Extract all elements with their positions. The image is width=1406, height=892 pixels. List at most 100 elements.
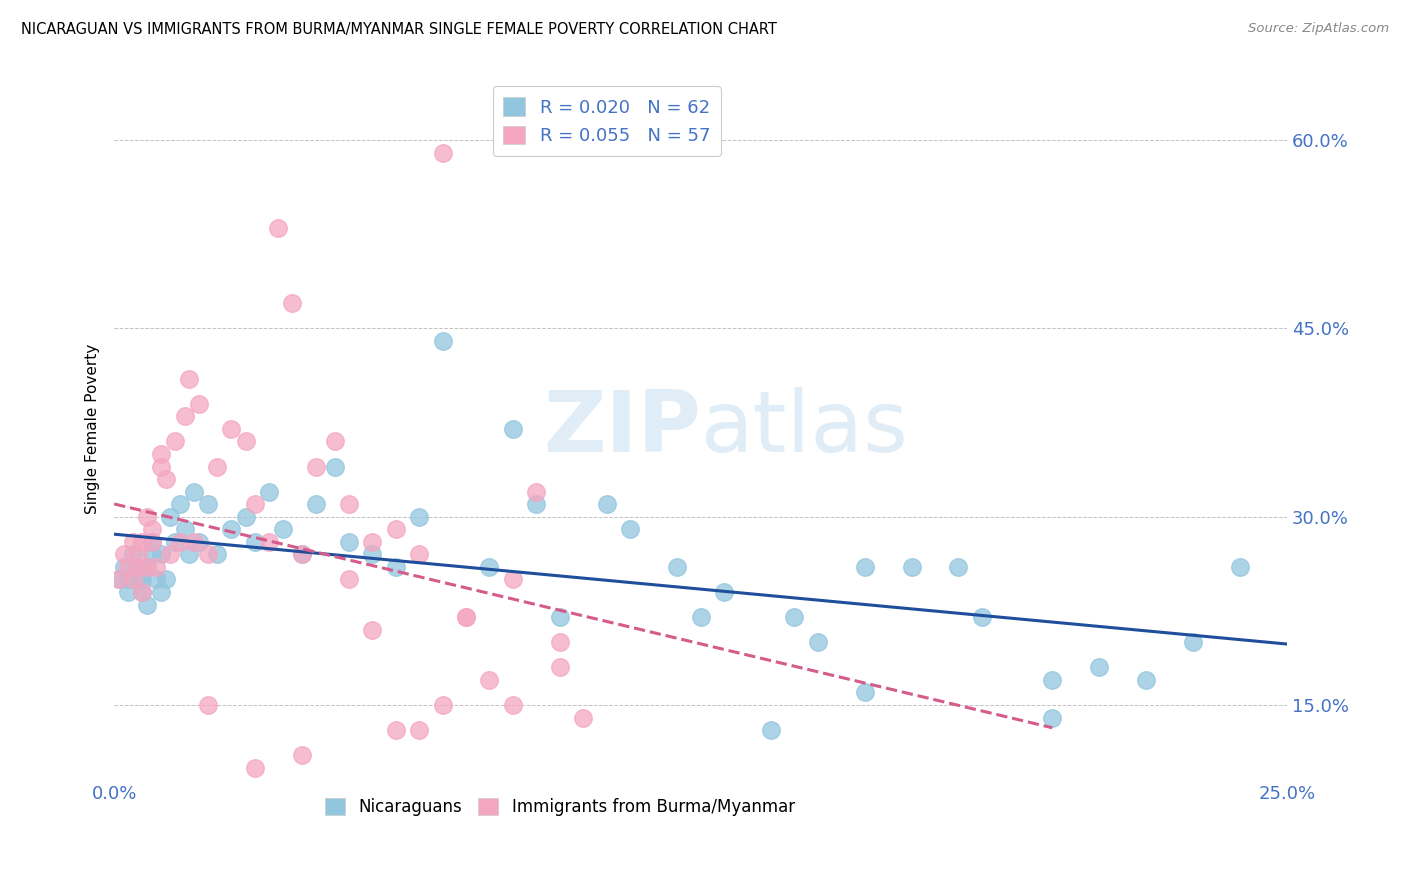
Point: [159, 509, 181, 524]
Text: NICARAGUAN VS IMMIGRANTS FROM BURMA/MYANMAR SINGLE FEMALE POVERTY CORRELATION CH: NICARAGUAN VS IMMIGRANTS FROM BURMA/MYAN…: [21, 22, 778, 37]
Point: [524, 497, 547, 511]
Point: [281, 296, 304, 310]
Point: [108, 573, 131, 587]
Point: [619, 522, 641, 536]
Point: [127, 560, 149, 574]
Point: [197, 548, 219, 562]
Point: [323, 459, 346, 474]
Point: [291, 548, 314, 562]
Text: Source: ZipAtlas.com: Source: ZipAtlas.com: [1249, 22, 1389, 36]
Point: [122, 534, 145, 549]
Point: [478, 673, 501, 687]
Point: [117, 573, 139, 587]
Legend: Nicaraguans, Immigrants from Burma/Myanmar: Nicaraguans, Immigrants from Burma/Myanm…: [316, 789, 803, 825]
Point: [432, 145, 454, 160]
Point: [1040, 673, 1063, 687]
Point: [337, 573, 360, 587]
Point: [524, 484, 547, 499]
Point: [243, 497, 266, 511]
Point: [197, 497, 219, 511]
Point: [323, 434, 346, 449]
Point: [131, 585, 153, 599]
Point: [127, 573, 149, 587]
Point: [141, 534, 163, 549]
Point: [141, 534, 163, 549]
Point: [187, 397, 209, 411]
Point: [713, 585, 735, 599]
Point: [361, 548, 384, 562]
Point: [1040, 710, 1063, 724]
Point: [183, 534, 205, 549]
Point: [131, 585, 153, 599]
Point: [131, 573, 153, 587]
Point: [122, 548, 145, 562]
Point: [1088, 660, 1111, 674]
Point: [689, 610, 711, 624]
Point: [108, 573, 131, 587]
Point: [183, 484, 205, 499]
Point: [305, 497, 328, 511]
Point: [207, 548, 229, 562]
Point: [155, 573, 177, 587]
Point: [666, 560, 689, 574]
Point: [572, 710, 595, 724]
Point: [454, 610, 477, 624]
Point: [127, 560, 149, 574]
Point: [221, 422, 243, 436]
Point: [179, 372, 201, 386]
Point: [122, 573, 145, 587]
Point: [408, 509, 430, 524]
Point: [783, 610, 806, 624]
Y-axis label: Single Female Poverty: Single Female Poverty: [86, 343, 100, 514]
Point: [807, 635, 830, 649]
Point: [235, 434, 257, 449]
Point: [127, 548, 149, 562]
Point: [235, 509, 257, 524]
Point: [169, 534, 191, 549]
Point: [759, 723, 782, 737]
Point: [141, 548, 163, 562]
Point: [173, 522, 195, 536]
Point: [432, 334, 454, 348]
Point: [112, 560, 135, 574]
Point: [337, 534, 360, 549]
Point: [291, 748, 314, 763]
Point: [384, 522, 406, 536]
Point: [970, 610, 993, 624]
Point: [131, 534, 153, 549]
Point: [502, 573, 524, 587]
Point: [1135, 673, 1157, 687]
Point: [502, 698, 524, 712]
Point: [596, 497, 619, 511]
Point: [454, 610, 477, 624]
Point: [207, 459, 229, 474]
Point: [145, 560, 167, 574]
Point: [548, 660, 571, 674]
Point: [257, 484, 280, 499]
Point: [384, 560, 406, 574]
Point: [150, 585, 173, 599]
Point: [408, 548, 430, 562]
Point: [243, 761, 266, 775]
Point: [361, 623, 384, 637]
Point: [136, 560, 159, 574]
Point: [408, 723, 430, 737]
Point: [173, 409, 195, 424]
Point: [221, 522, 243, 536]
Point: [165, 434, 187, 449]
Point: [165, 534, 187, 549]
Text: ZIP: ZIP: [543, 387, 700, 470]
Text: atlas: atlas: [700, 387, 908, 470]
Point: [145, 573, 167, 587]
Point: [853, 560, 876, 574]
Point: [150, 459, 173, 474]
Point: [337, 497, 360, 511]
Point: [136, 509, 159, 524]
Point: [271, 522, 294, 536]
Point: [136, 598, 159, 612]
Point: [1182, 635, 1205, 649]
Point: [502, 422, 524, 436]
Point: [900, 560, 922, 574]
Point: [112, 548, 135, 562]
Point: [155, 472, 177, 486]
